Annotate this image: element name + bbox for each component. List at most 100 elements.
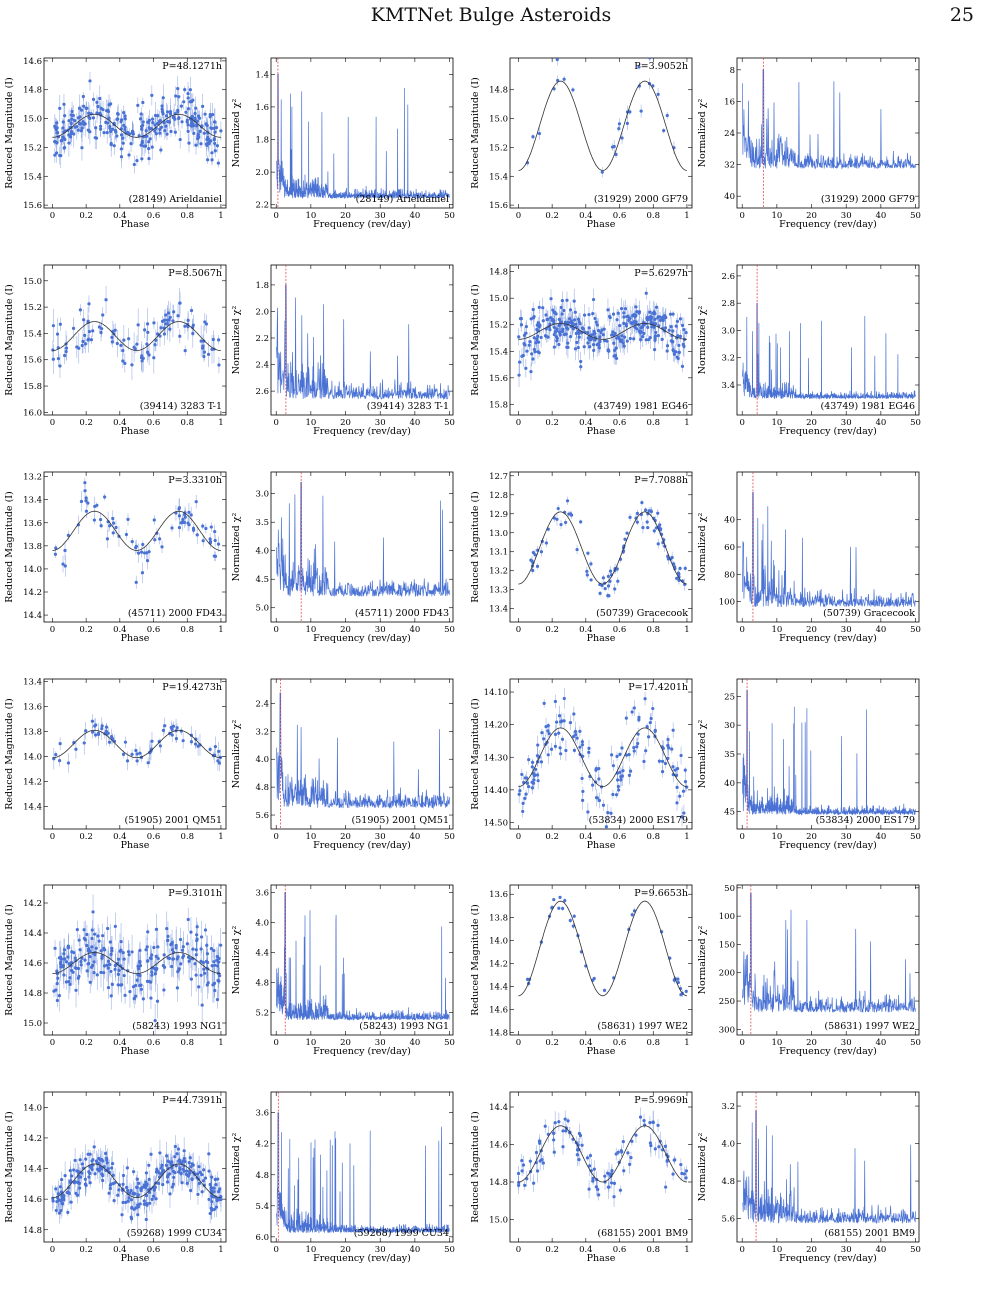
data-point — [564, 748, 568, 753]
data-point — [580, 1143, 584, 1147]
lightcurve-frame — [43, 678, 227, 830]
data-point — [88, 1181, 92, 1185]
data-point — [150, 953, 154, 957]
data-point — [74, 747, 78, 751]
lightcurve-ytick-label: 15.0 — [23, 115, 42, 125]
lightcurve-ylabel: Reduced Magnitude (I) — [4, 1111, 15, 1222]
data-point — [63, 957, 67, 961]
periodogram-data — [742, 302, 916, 400]
data-point — [523, 1183, 527, 1187]
data-point — [675, 355, 679, 359]
periodogram-ylabel: Normalized χ² — [231, 1133, 242, 1202]
data-point — [631, 314, 635, 318]
data-point — [559, 720, 563, 724]
lightcurve-xtick-label: 0.2 — [79, 625, 93, 635]
period-label: P=3.3310h — [168, 475, 222, 486]
data-point — [130, 363, 134, 367]
periodogram-xtick-label: 50 — [444, 1038, 455, 1048]
data-point — [684, 331, 688, 335]
data-point — [561, 1145, 565, 1149]
data-point — [121, 359, 125, 363]
asteroid-name: (58631) 1997 WE2 — [824, 1021, 915, 1032]
data-point — [179, 104, 184, 108]
data-point — [165, 1175, 170, 1179]
data-point — [184, 110, 188, 114]
data-point — [197, 1181, 202, 1185]
data-point — [568, 721, 573, 725]
periodogram-xtick-label: 30 — [375, 625, 386, 635]
data-point — [186, 917, 190, 922]
data-point — [78, 1186, 82, 1190]
data-point — [200, 1173, 204, 1177]
data-point — [84, 509, 89, 513]
lightcurve-xtick-label: 0 — [50, 1038, 55, 1048]
data-point — [189, 740, 194, 744]
data-point — [194, 106, 198, 110]
data-point — [587, 312, 591, 317]
data-point — [199, 142, 203, 146]
data-point — [216, 964, 220, 968]
lightcurve-ylabel: Reduced Magnitude (I) — [470, 491, 481, 602]
data-point — [90, 719, 94, 723]
data-point — [178, 334, 182, 338]
data-point — [71, 326, 76, 331]
periodogram-ytick-label: 5.6 — [255, 811, 269, 821]
data-point — [158, 1151, 162, 1155]
data-point — [614, 356, 619, 361]
lightcurve-ytick-label: 14.8 — [23, 1226, 42, 1236]
lightcurve-ytick-label: 14.2 — [23, 899, 42, 909]
period-label: P=3.9052h — [634, 61, 688, 72]
data-point — [136, 1213, 140, 1217]
lightcurve-ylabel: Reduced Magnitude (I) — [4, 698, 15, 809]
data-point — [98, 518, 103, 522]
data-point — [563, 1117, 567, 1121]
data-point — [183, 349, 187, 353]
lightcurve-ylabel: Reduced Magnitude (I) — [4, 77, 15, 188]
lightcurve-xtick-label: 0 — [516, 211, 521, 221]
data-point — [85, 106, 89, 110]
data-point — [660, 337, 664, 341]
periodogram-xtick-label: 0 — [273, 1245, 278, 1255]
data-point — [136, 551, 141, 555]
data-point — [85, 943, 89, 948]
data-point — [66, 533, 70, 537]
data-point — [566, 341, 570, 345]
lightcurve-xlabel: Phase — [121, 1253, 150, 1264]
data-point — [64, 980, 69, 984]
data-point — [75, 124, 79, 129]
data-point — [520, 1169, 524, 1173]
data-point — [656, 334, 660, 338]
periodogram-data — [276, 692, 450, 810]
data-point — [620, 1150, 624, 1154]
data-point — [153, 1018, 157, 1023]
periodogram-ytick-label: 32 — [724, 161, 735, 171]
fit-curve — [52, 321, 221, 351]
data-point — [572, 712, 576, 716]
data-point — [84, 1157, 88, 1161]
periodogram-xtick-label: 40 — [409, 1038, 420, 1048]
data-point — [72, 741, 76, 745]
fit-curve — [518, 727, 687, 787]
data-point — [127, 337, 131, 341]
asteroid-name: (51905) 2001 QM51 — [125, 815, 222, 826]
data-point — [208, 747, 212, 751]
periodogram-panel: 0 10 20 30 40 50 2.4 3.2 4.0 4.8 5.6 Frequency (rev… — [231, 678, 455, 851]
data-point — [112, 521, 116, 525]
data-point — [147, 550, 151, 554]
data-point — [644, 338, 648, 342]
data-point — [168, 1192, 172, 1196]
data-point — [625, 531, 629, 535]
data-point — [541, 1161, 545, 1165]
periodogram-frame — [270, 884, 454, 1036]
periodogram-ytick-label: 3.0 — [255, 490, 269, 500]
lightcurve-ytick-label: 13.1 — [489, 548, 508, 558]
data-point — [141, 542, 145, 547]
data-point — [214, 1183, 218, 1187]
lightcurve-ytick-label: 14.4 — [23, 1165, 42, 1175]
lightcurve-xtick-label: 1 — [684, 1038, 689, 1048]
asteroid-name: (68155) 2001 BM9 — [824, 1228, 915, 1239]
data-point — [619, 307, 624, 311]
periodogram-xtick-label: 30 — [841, 1245, 852, 1255]
data-point — [66, 1190, 70, 1194]
data-point — [628, 515, 632, 519]
